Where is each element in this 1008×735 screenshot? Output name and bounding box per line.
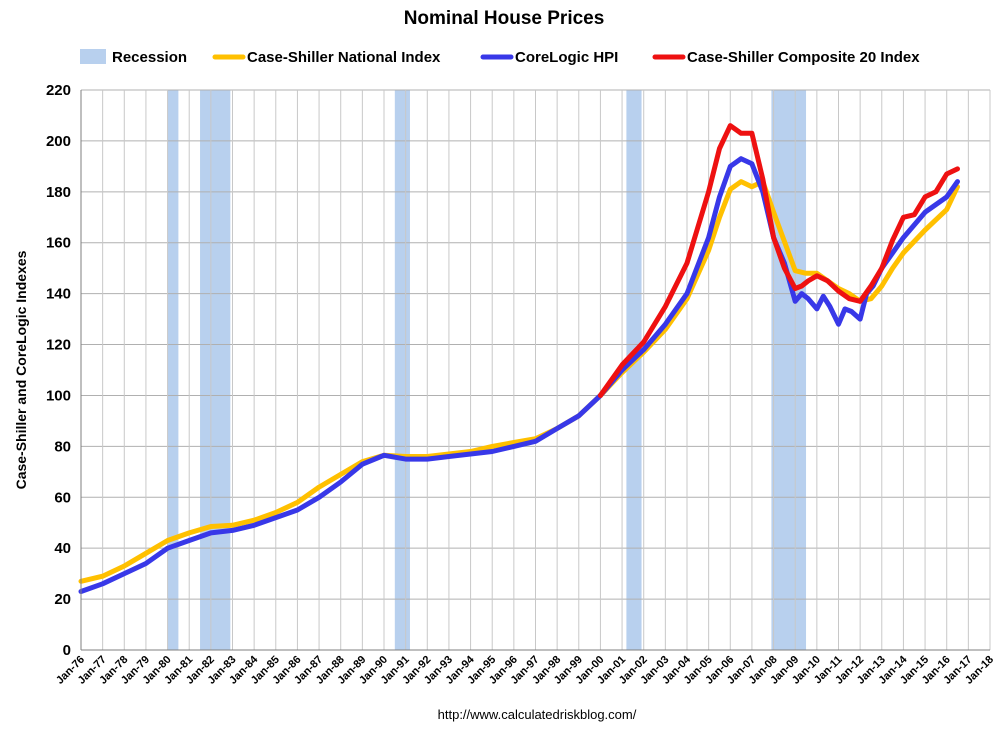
series-line-2 [78, 156, 960, 594]
y-tick-120: 120 [46, 337, 71, 354]
plot-area [78, 89, 991, 651]
recession-band-3 [394, 90, 410, 650]
series-line-3 [597, 123, 960, 398]
y-axis-label: Case-Shiller and CoreLogic Indexes [13, 250, 29, 489]
legend-label-2: Case-Shiller National Index [247, 49, 441, 66]
y-tick-60: 60 [54, 489, 71, 506]
y-tick-220: 220 [46, 82, 71, 99]
grid-lines [80, 89, 991, 651]
legend-label-1: Recession [112, 49, 187, 66]
x-tick-labels: Jan-76Jan-77Jan-78Jan-79Jan-80Jan-81Jan-… [54, 653, 996, 687]
recession-band-5 [771, 90, 807, 650]
source-url: http://www.calculatedriskblog.com/ [438, 707, 637, 722]
legend-label-4: Case-Shiller Composite 20 Index [687, 49, 920, 66]
y-tick-40: 40 [54, 540, 71, 557]
y-tick-80: 80 [54, 438, 71, 455]
y-tick-0: 0 [63, 642, 71, 659]
y-tick-labels: 0 20 40 60 80 100 120 140 160 180 200 220 [46, 82, 71, 659]
y-tick-200: 200 [46, 133, 71, 150]
series-lines [78, 123, 960, 594]
y-tick-20: 20 [54, 591, 71, 608]
y-tick-100: 100 [46, 387, 71, 404]
recession-bands [167, 90, 807, 650]
legend-label-3: CoreLogic HPI [515, 49, 618, 66]
recession-band-2 [200, 90, 231, 650]
recession-band-4 [626, 90, 642, 650]
chart-title: Nominal House Prices [404, 8, 605, 29]
y-tick-160: 160 [46, 235, 71, 252]
axes [80, 90, 990, 651]
y-tick-180: 180 [46, 184, 71, 201]
y-tick-140: 140 [46, 286, 71, 303]
legend: Recession Case-Shiller National Index Core… [80, 49, 920, 66]
legend-swatch-1 [80, 49, 106, 64]
recession-band-1 [167, 90, 179, 650]
